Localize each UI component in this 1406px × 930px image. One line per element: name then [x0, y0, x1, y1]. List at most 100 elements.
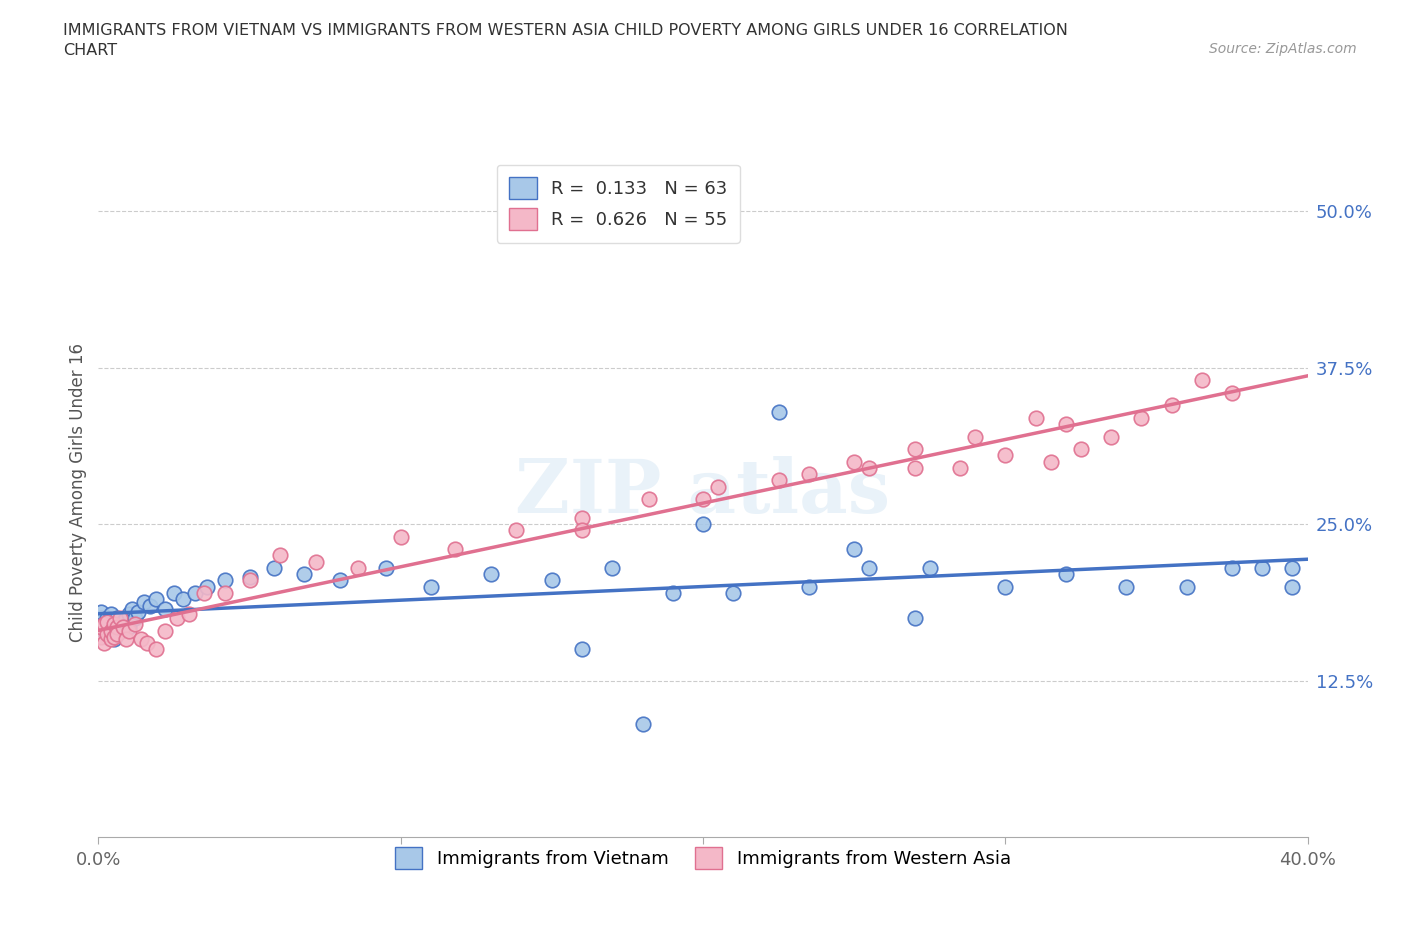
Point: [214, 586, 236, 601]
Point: [1115, 579, 1137, 594]
Point: [90, 619, 112, 634]
Point: [111, 619, 134, 634]
Point: [90, 630, 112, 644]
Point: [93, 623, 115, 638]
Point: [305, 554, 328, 569]
Point: [105, 619, 128, 634]
Point: [108, 611, 131, 626]
Point: [1099, 429, 1122, 444]
Point: [118, 607, 141, 622]
Point: [540, 573, 562, 588]
Point: [118, 623, 141, 638]
Point: [114, 631, 136, 646]
Point: [1024, 410, 1046, 425]
Legend: Immigrants from Vietnam, Immigrants from Western Asia: Immigrants from Vietnam, Immigrants from…: [388, 840, 1018, 876]
Point: [103, 617, 125, 631]
Point: [111, 619, 134, 634]
Point: [269, 548, 291, 563]
Point: [124, 617, 146, 631]
Point: [661, 586, 683, 601]
Point: [347, 561, 370, 576]
Point: [132, 594, 155, 609]
Point: [797, 579, 820, 594]
Point: [100, 627, 122, 642]
Point: [1054, 417, 1077, 432]
Point: [105, 619, 128, 634]
Point: [481, 566, 503, 581]
Point: [153, 602, 176, 617]
Point: [239, 569, 262, 584]
Point: [96, 627, 118, 642]
Point: [103, 631, 125, 646]
Point: [90, 611, 112, 626]
Point: [195, 579, 218, 594]
Point: [1054, 566, 1077, 581]
Text: ZIP atlas: ZIP atlas: [516, 457, 890, 529]
Point: [100, 607, 122, 622]
Point: [108, 623, 131, 638]
Point: [96, 615, 118, 630]
Point: [904, 442, 927, 457]
Point: [93, 617, 115, 631]
Point: [329, 573, 352, 588]
Point: [723, 586, 745, 601]
Point: [166, 611, 188, 626]
Point: [129, 631, 152, 646]
Point: [444, 542, 467, 557]
Point: [904, 611, 927, 626]
Point: [571, 523, 593, 538]
Point: [844, 454, 866, 469]
Point: [105, 611, 128, 626]
Y-axis label: Child Poverty Among Girls Under 16: Child Poverty Among Girls Under 16: [69, 343, 87, 643]
Point: [93, 635, 115, 650]
Point: [768, 473, 790, 488]
Point: [108, 617, 131, 631]
Point: [1039, 454, 1062, 469]
Point: [111, 615, 134, 630]
Point: [707, 479, 730, 494]
Point: [1130, 410, 1153, 425]
Point: [96, 611, 118, 626]
Point: [103, 623, 125, 638]
Point: [105, 627, 128, 642]
Point: [1070, 442, 1092, 457]
Text: IMMIGRANTS FROM VIETNAM VS IMMIGRANTS FROM WESTERN ASIA CHILD POVERTY AMONG GIRL: IMMIGRANTS FROM VIETNAM VS IMMIGRANTS FR…: [63, 23, 1069, 58]
Point: [100, 623, 122, 638]
Point: [100, 631, 122, 646]
Point: [1281, 561, 1303, 576]
Point: [214, 573, 236, 588]
Point: [420, 579, 443, 594]
Point: [631, 717, 654, 732]
Point: [239, 573, 262, 588]
Point: [692, 517, 714, 532]
Point: [1281, 579, 1303, 594]
Point: [602, 561, 624, 576]
Point: [127, 604, 149, 619]
Point: [172, 591, 194, 606]
Point: [153, 623, 176, 638]
Point: [692, 492, 714, 507]
Point: [1220, 385, 1243, 400]
Point: [797, 467, 820, 482]
Point: [858, 561, 880, 576]
Point: [949, 460, 972, 475]
Point: [193, 586, 215, 601]
Point: [994, 448, 1017, 463]
Point: [135, 635, 157, 650]
Point: [1251, 561, 1274, 576]
Point: [103, 617, 125, 631]
Point: [145, 642, 167, 657]
Point: [904, 460, 927, 475]
Point: [571, 642, 593, 657]
Point: [505, 523, 527, 538]
Point: [1160, 398, 1182, 413]
Point: [93, 617, 115, 631]
Point: [768, 405, 790, 419]
Point: [124, 611, 146, 626]
Point: [965, 429, 987, 444]
Point: [637, 492, 659, 507]
Point: [1191, 373, 1213, 388]
Point: [844, 542, 866, 557]
Point: [139, 598, 162, 613]
Point: [994, 579, 1017, 594]
